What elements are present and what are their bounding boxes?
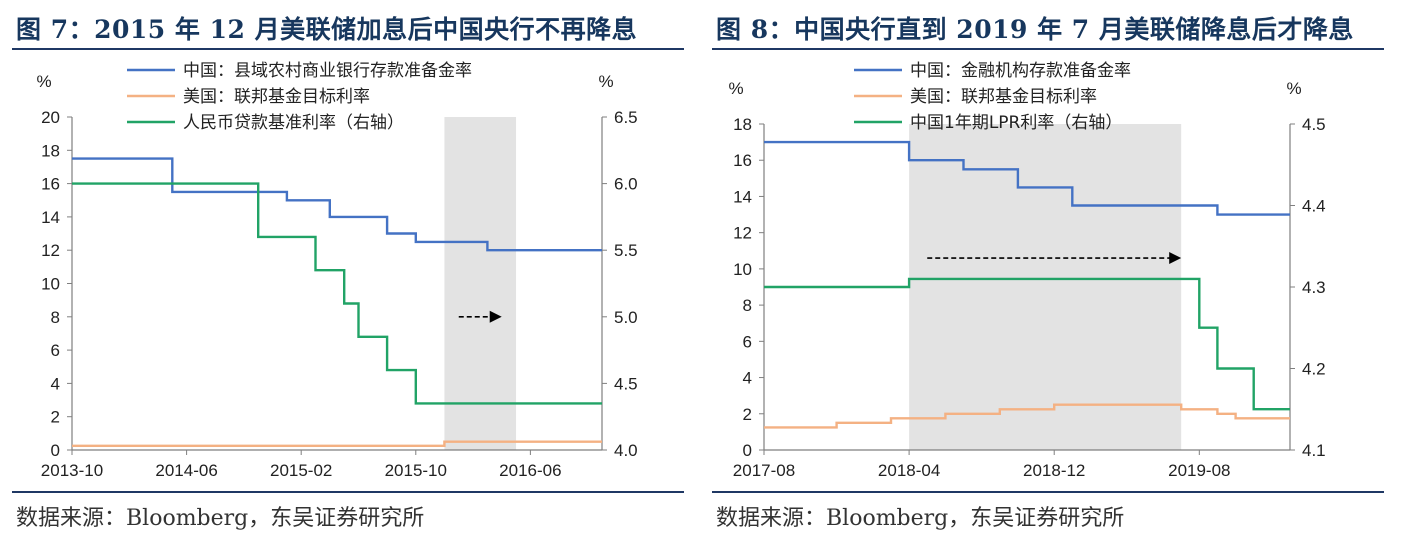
y-right-tick-label: 5.5 — [614, 241, 638, 260]
y-right-tick-label: 4.5 — [1302, 115, 1326, 134]
x-tick-label: 2019-08 — [1168, 461, 1230, 480]
x-tick-label: 2018-04 — [878, 461, 940, 480]
y-left-tick-label: 10 — [733, 260, 752, 279]
x-tick-label: 2015-02 — [270, 461, 332, 480]
y-left-tick-label: 10 — [41, 275, 60, 294]
x-tick-label: 2018-12 — [1023, 461, 1085, 480]
y-left-tick-label: 2 — [51, 408, 60, 427]
series-line-0 — [72, 157, 602, 252]
title-rule — [12, 48, 684, 50]
y-axis-left-unit: % — [728, 79, 743, 98]
y-left-tick-label: 6 — [51, 341, 60, 360]
y-left-tick-label: 4 — [51, 374, 60, 393]
y-right-tick-label: 4.3 — [1302, 278, 1326, 297]
y-left-tick-label: 8 — [51, 308, 60, 327]
annotation-arrow-head — [1169, 252, 1182, 265]
chart-panel-8: 图 8：中国央行直到 2019 年 7 月美联储降息后才降息 %% 0 2 4 6 8 10… — [712, 0, 1392, 540]
legend-label-0: 中国：金融机构存款准备金率 — [910, 61, 1131, 81]
y-right-tick-label: 4.5 — [614, 374, 638, 393]
chart-title: 图 7：2015 年 12 月美联储加息后中国央行不再降息 — [16, 15, 638, 44]
line-chart-8: % % 0 2 4 6 8 10 12 14 16 18 4.1 4.2 4.3 4.4 4.5 2017-08 2… — [728, 61, 1326, 480]
y-left-tick-label: 4 — [743, 369, 752, 388]
series-line-2 — [72, 182, 602, 405]
y-left-tick-label: 18 — [41, 141, 60, 160]
y-left-tick-label: 18 — [733, 115, 752, 134]
y-left-tick-label: 14 — [733, 187, 752, 206]
y-left-tick-label: 0 — [743, 441, 752, 460]
shaded-period — [909, 124, 1182, 450]
y-left-tick-label: 6 — [743, 332, 752, 351]
source-rule — [12, 491, 684, 493]
y-left-tick-label: 20 — [41, 108, 60, 127]
y-left-tick-label: 12 — [41, 241, 60, 260]
y-axis-right-unit: % — [598, 72, 613, 91]
chart-source: 数据来源：Bloomberg，东吴证券研究所 — [16, 506, 425, 531]
chart-panel-7: 图 7：2015 年 12 月美联储加息后中国央行不再降息 %% 0 2 4 6 8 10 1… — [12, 0, 692, 540]
title-rule — [712, 48, 1384, 50]
y-axis-left-unit: % — [36, 72, 51, 91]
shaded-period — [444, 117, 517, 450]
source-rule — [712, 491, 1384, 493]
annotation-arrow-head — [489, 310, 502, 323]
x-tick-label: 2015-10 — [385, 461, 447, 480]
y-right-tick-label: 4.4 — [1302, 197, 1326, 216]
chart-source: 数据来源：Bloomberg，东吴证券研究所 — [716, 506, 1125, 531]
y-right-tick-label: 4.1 — [1302, 441, 1326, 460]
y-left-tick-label: 12 — [733, 224, 752, 243]
series-line-2 — [764, 277, 1290, 411]
chart-title: 图 8：中国央行直到 2019 年 7 月美联储降息后才降息 — [716, 15, 1354, 44]
legend-label-0: 中国：县域农村商业银行存款准备金率 — [183, 61, 472, 81]
y-axis-right-unit: % — [1286, 79, 1301, 98]
y-left-tick-label: 14 — [41, 208, 60, 227]
series-line-1 — [764, 403, 1290, 429]
y-right-tick-label: 4.0 — [614, 441, 638, 460]
x-tick-label: 2016-06 — [499, 461, 561, 480]
y-right-tick-label: 6.0 — [614, 175, 638, 194]
x-tick-label: 2014-06 — [155, 461, 217, 480]
y-left-tick-label: 16 — [41, 175, 60, 194]
y-right-tick-label: 6.5 — [614, 108, 638, 127]
legend-label-2: 中国1年期LPR利率（右轴） — [910, 113, 1122, 133]
y-right-tick-label: 5.0 — [614, 308, 638, 327]
series-line-0 — [764, 140, 1290, 216]
y-left-tick-label: 16 — [733, 151, 752, 170]
x-tick-label: 2017-08 — [733, 461, 795, 480]
y-left-tick-label: 2 — [743, 405, 752, 424]
legend-label-1: 美国：联邦基金目标利率 — [910, 87, 1097, 107]
legend-label-1: 美国：联邦基金目标利率 — [183, 87, 370, 107]
line-chart-7: % % 0 2 4 6 8 10 12 14 16 18 20 4.0 4.5 5.0 5.5 6.0 6.5 201… — [36, 61, 638, 480]
y-left-tick-label: 8 — [743, 296, 752, 315]
series-line-1 — [72, 440, 602, 447]
y-left-tick-label: 0 — [51, 441, 60, 460]
legend-label-2: 人民币贷款基准利率（右轴） — [183, 113, 404, 133]
y-right-tick-label: 4.2 — [1302, 360, 1326, 379]
x-tick-label: 2013-10 — [41, 461, 103, 480]
